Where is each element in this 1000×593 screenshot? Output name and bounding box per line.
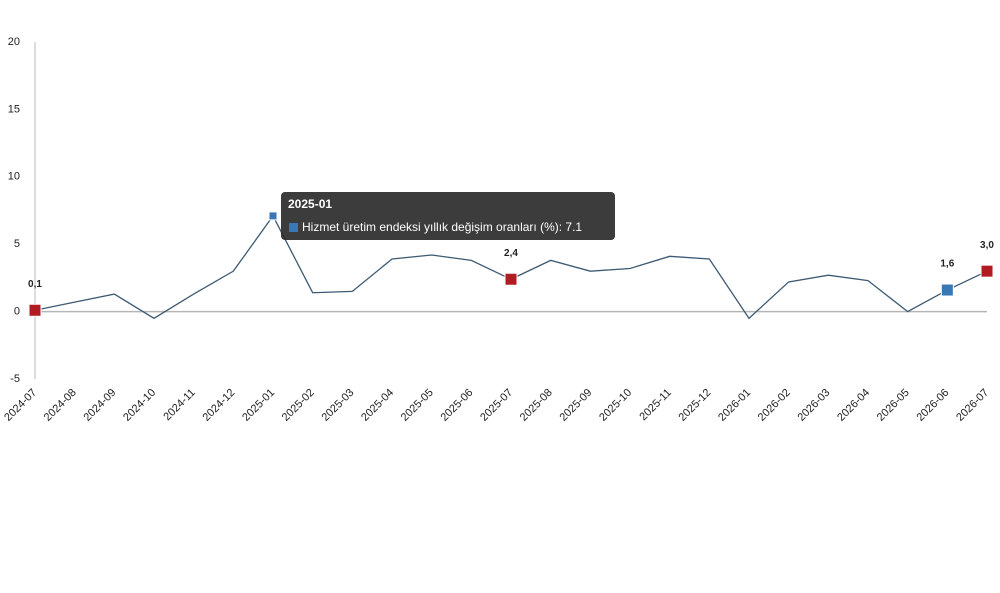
y-tick-label: 0 (14, 306, 20, 318)
marker (504, 272, 518, 286)
data-label: 3,0 (980, 240, 994, 251)
tooltip-swatch (289, 223, 298, 232)
tooltip-text: Hizmet üretim endeksi yıllık değişim ora… (302, 220, 582, 234)
tooltip-title: 2025-01 (288, 197, 332, 211)
marker (980, 264, 994, 278)
y-tick-label: 15 (8, 103, 20, 115)
data-label: 2,4 (504, 248, 518, 259)
data-label: 1,6 (940, 259, 954, 270)
y-tick-label: 10 (8, 171, 20, 183)
y-tick-label: 20 (8, 36, 20, 48)
marker (940, 283, 954, 297)
data-label: 0,1 (28, 279, 42, 290)
marker (268, 211, 278, 221)
y-tick-label: -5 (10, 373, 20, 385)
y-tick-label: 5 (14, 238, 20, 250)
tooltip-box (281, 192, 615, 240)
marker (28, 303, 42, 317)
